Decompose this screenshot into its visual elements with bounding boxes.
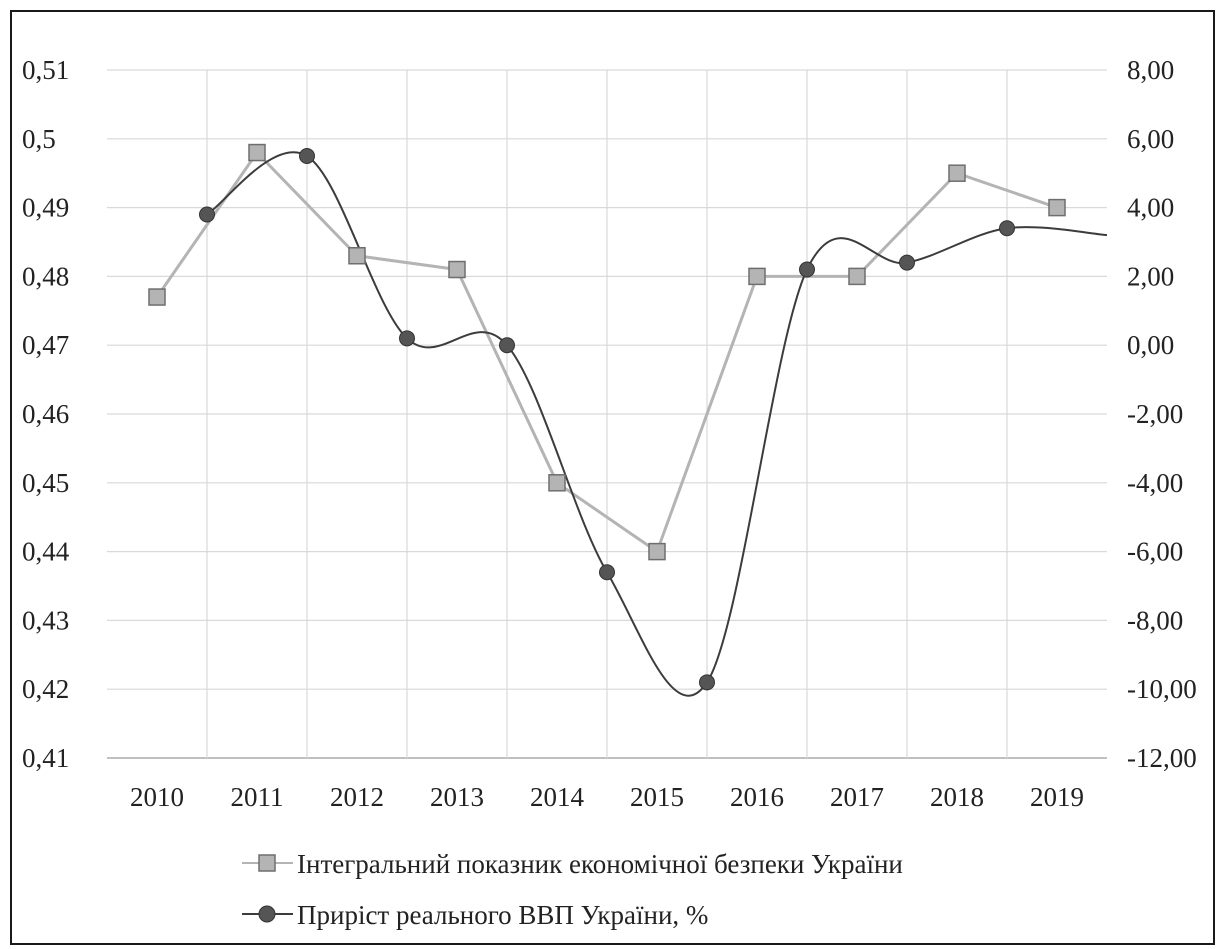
point-integral-index [1048, 198, 1066, 217]
y-right-tick-label: -10,00 [1127, 674, 1197, 704]
y-right-tick-label: 4,00 [1127, 193, 1174, 223]
series-line-integral-index [155, 150, 1058, 554]
y-right-tick-label: 8,00 [1127, 55, 1174, 85]
point-gdp-growth [799, 261, 815, 278]
point-integral-index [748, 267, 766, 286]
grid [107, 69, 1107, 759]
y-left-tick-label: 0,5 [22, 124, 56, 154]
y-right-tick-label: 2,00 [1127, 261, 1174, 291]
point-gdp-growth [199, 206, 215, 223]
y-right-tick-label: 6,00 [1127, 124, 1174, 154]
point-integral-index [848, 267, 866, 286]
y-right-tick-label: -6,00 [1127, 537, 1183, 567]
y-left-tick-label: 0,49 [22, 193, 69, 223]
point-integral-index [248, 143, 266, 162]
chart-frame [10, 10, 1215, 945]
series-line-gdp-growth [206, 151, 1108, 697]
axis-ticks: 0,41 -12,00 0,42 -10,00 0,43 -8,00 0,44 -6,00 0,… [22, 55, 1197, 812]
point-gdp-growth [299, 148, 315, 164]
point-integral-index [548, 474, 566, 492]
x-tick-label: 2010 [130, 782, 184, 812]
x-tick-label: 2013 [430, 782, 484, 812]
x-tick-label: 2014 [530, 782, 585, 812]
legend: Інтегральний показник економічної безпек… [242, 849, 903, 930]
y-left-tick-label: 0,47 [22, 330, 69, 360]
y-right-tick-label: 0,00 [1127, 330, 1174, 360]
point-gdp-growth [399, 330, 415, 347]
legend-item-integral-index: Інтегральний показник економічної безпек… [242, 849, 903, 879]
point-gdp-growth [999, 220, 1015, 237]
point-gdp-growth [599, 564, 615, 581]
series [148, 143, 1108, 697]
point-gdp-growth [499, 337, 515, 354]
y-left-tick-label: 0,46 [22, 399, 69, 429]
legend-item-gdp-growth: Приріст реального ВВП України, % [242, 900, 708, 930]
y-right-tick-label: -8,00 [1127, 605, 1183, 635]
y-left-tick-label: 0,44 [22, 537, 70, 567]
point-integral-index [448, 260, 466, 279]
point-integral-index [348, 247, 366, 265]
point-integral-index [948, 164, 966, 182]
point-gdp-growth [699, 674, 715, 691]
legend-marker-square [258, 854, 276, 872]
x-tick-label: 2012 [330, 782, 384, 812]
y-left-tick-label: 0,42 [22, 674, 69, 704]
legend-marker-circle [258, 905, 276, 923]
point-integral-index [648, 542, 666, 561]
point-integral-index [148, 288, 166, 306]
legend-label-integral-index: Інтегральний показник економічної безпек… [297, 849, 903, 879]
y-left-tick-label: 0,51 [22, 55, 69, 85]
legend-label-gdp-growth: Приріст реального ВВП України, % [297, 900, 708, 930]
x-tick-label: 2011 [231, 782, 284, 812]
point-gdp-growth [899, 254, 915, 271]
x-tick-label: 2019 [1030, 782, 1084, 812]
y-right-tick-label: -2,00 [1127, 399, 1183, 429]
y-left-tick-label: 0,41 [22, 743, 69, 773]
y-right-tick-label: -12,00 [1127, 743, 1197, 773]
x-tick-label: 2017 [830, 782, 884, 812]
y-left-tick-label: 0,43 [22, 605, 69, 635]
y-left-tick-label: 0,48 [22, 261, 69, 291]
x-tick-label: 2018 [930, 782, 984, 812]
y-right-tick-label: -4,00 [1127, 468, 1183, 498]
y-left-tick-label: 0,45 [22, 468, 69, 498]
x-tick-label: 2015 [630, 782, 684, 812]
x-tick-label: 2016 [730, 782, 784, 812]
